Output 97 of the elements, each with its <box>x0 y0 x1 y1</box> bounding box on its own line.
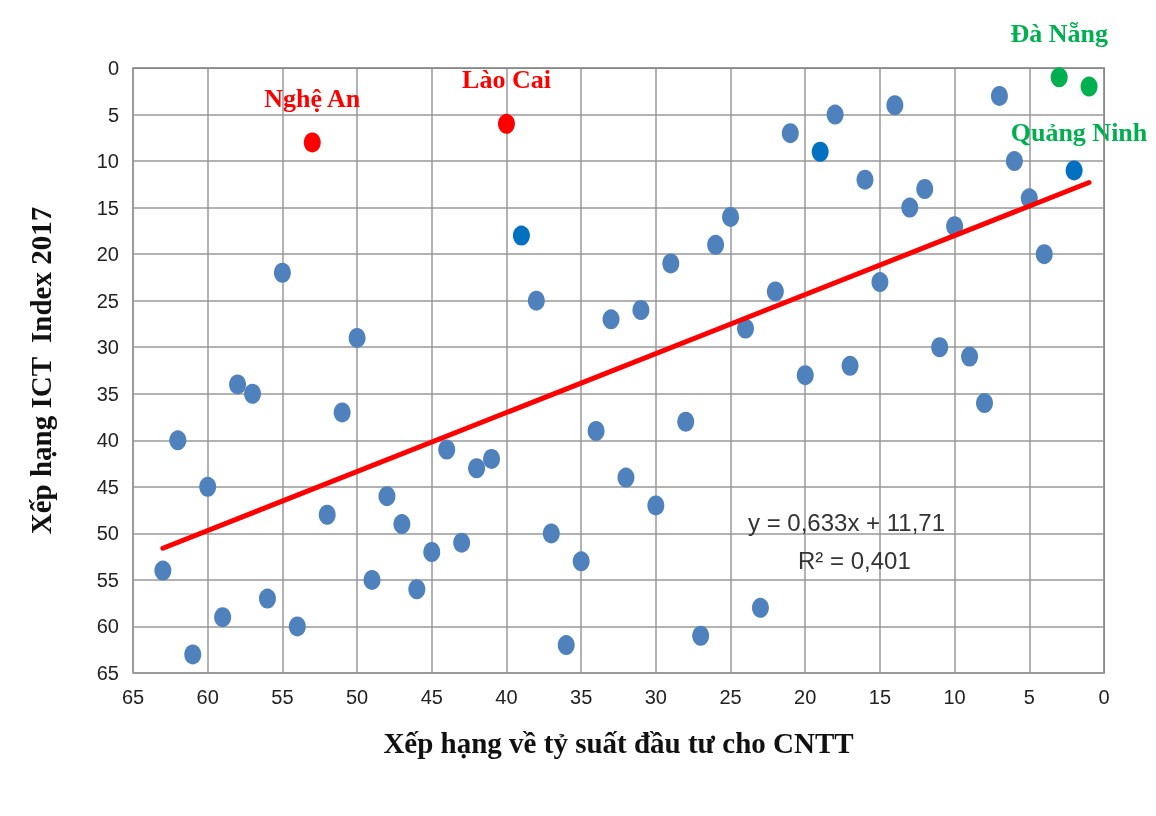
point <box>572 551 590 572</box>
point <box>273 262 291 283</box>
point <box>587 421 605 441</box>
y-tick-label: 55 <box>96 568 119 591</box>
point <box>393 514 411 535</box>
point <box>542 523 560 544</box>
annotation: Lào Cai <box>462 65 551 95</box>
y-tick-label: 5 <box>107 103 119 126</box>
x-tick-label: 20 <box>794 686 817 708</box>
point <box>901 197 919 218</box>
annotation: Quảng Ninh <box>1010 118 1148 148</box>
annotation: Nghệ An <box>264 83 361 113</box>
point <box>333 402 351 423</box>
point <box>662 253 680 274</box>
point <box>229 374 247 395</box>
point <box>497 113 515 134</box>
point <box>154 560 172 581</box>
point <box>961 346 979 367</box>
point <box>199 476 217 497</box>
y-axis-title: Xếp hạng ICT Index 2017 <box>24 206 57 535</box>
x-tick-label: 55 <box>271 686 294 708</box>
point <box>378 486 396 507</box>
point <box>1065 160 1083 181</box>
point <box>602 309 620 330</box>
point <box>796 365 814 386</box>
point <box>632 300 650 320</box>
point <box>423 542 441 562</box>
point <box>707 234 725 255</box>
y-tick-label: 25 <box>96 289 119 312</box>
point <box>483 448 501 469</box>
point <box>826 104 844 125</box>
point <box>692 625 710 646</box>
x-tick-label: 35 <box>570 686 593 708</box>
point <box>722 206 740 227</box>
point <box>244 383 262 404</box>
x-tick-label: 15 <box>868 686 892 708</box>
x-tick-label: 40 <box>495 686 518 708</box>
point <box>258 588 276 609</box>
y-tick-label: 20 <box>96 243 119 266</box>
annotation: R² = 0,401 <box>798 546 911 574</box>
point <box>677 411 695 432</box>
point <box>856 169 874 190</box>
y-tick-label: 40 <box>96 429 119 452</box>
point <box>871 272 889 293</box>
point <box>916 179 934 199</box>
y-tick-label: 65 <box>96 662 119 684</box>
point <box>1035 244 1053 265</box>
x-tick-label: 30 <box>644 686 667 708</box>
x-tick-label: 0 <box>1098 686 1110 708</box>
x-tick-label: 50 <box>345 686 369 708</box>
y-tick-label: 60 <box>96 615 119 638</box>
annotation: y = 0,633x + 11,71 <box>748 508 946 536</box>
x-tick-label: 60 <box>196 686 219 708</box>
x-tick-label: 65 <box>121 686 145 708</box>
point <box>288 616 306 637</box>
point <box>886 95 904 116</box>
point <box>512 225 530 246</box>
point <box>527 290 545 311</box>
point <box>811 141 829 162</box>
x-tick-label: 25 <box>719 686 742 708</box>
y-tick-label: 30 <box>96 336 119 359</box>
point <box>318 504 336 525</box>
y-tick-label: 15 <box>96 196 119 219</box>
point <box>303 132 321 153</box>
point <box>557 635 575 656</box>
y-tick-label: 0 <box>107 57 119 79</box>
point <box>453 532 471 553</box>
x-axis-title: Xếp hạng về tỷ suất đầu tư cho CNTT <box>383 726 854 759</box>
y-tick-label: 45 <box>96 475 119 498</box>
point <box>736 318 754 339</box>
point <box>363 569 381 590</box>
point <box>169 430 187 451</box>
point <box>781 123 799 144</box>
point <box>1005 151 1023 172</box>
point <box>184 644 202 665</box>
point <box>438 439 456 460</box>
x-tick-label: 45 <box>420 686 443 708</box>
point <box>841 355 859 376</box>
point <box>976 393 993 414</box>
y-tick-label: 35 <box>96 382 119 405</box>
point <box>931 337 949 358</box>
point <box>751 597 769 618</box>
x-tick-label: 5 <box>1023 686 1035 708</box>
y-tick-label: 50 <box>96 522 119 545</box>
point <box>1080 76 1098 97</box>
point <box>617 467 635 488</box>
point <box>348 327 366 348</box>
point <box>214 607 232 628</box>
annotation: Đà Nẵng <box>1010 18 1108 48</box>
point <box>647 495 665 516</box>
x-tick-label: 10 <box>943 686 966 708</box>
point <box>468 458 486 479</box>
point <box>408 579 426 600</box>
point <box>990 85 1008 106</box>
y-tick-label: 10 <box>96 150 119 173</box>
point <box>1050 67 1068 88</box>
point <box>766 281 784 302</box>
